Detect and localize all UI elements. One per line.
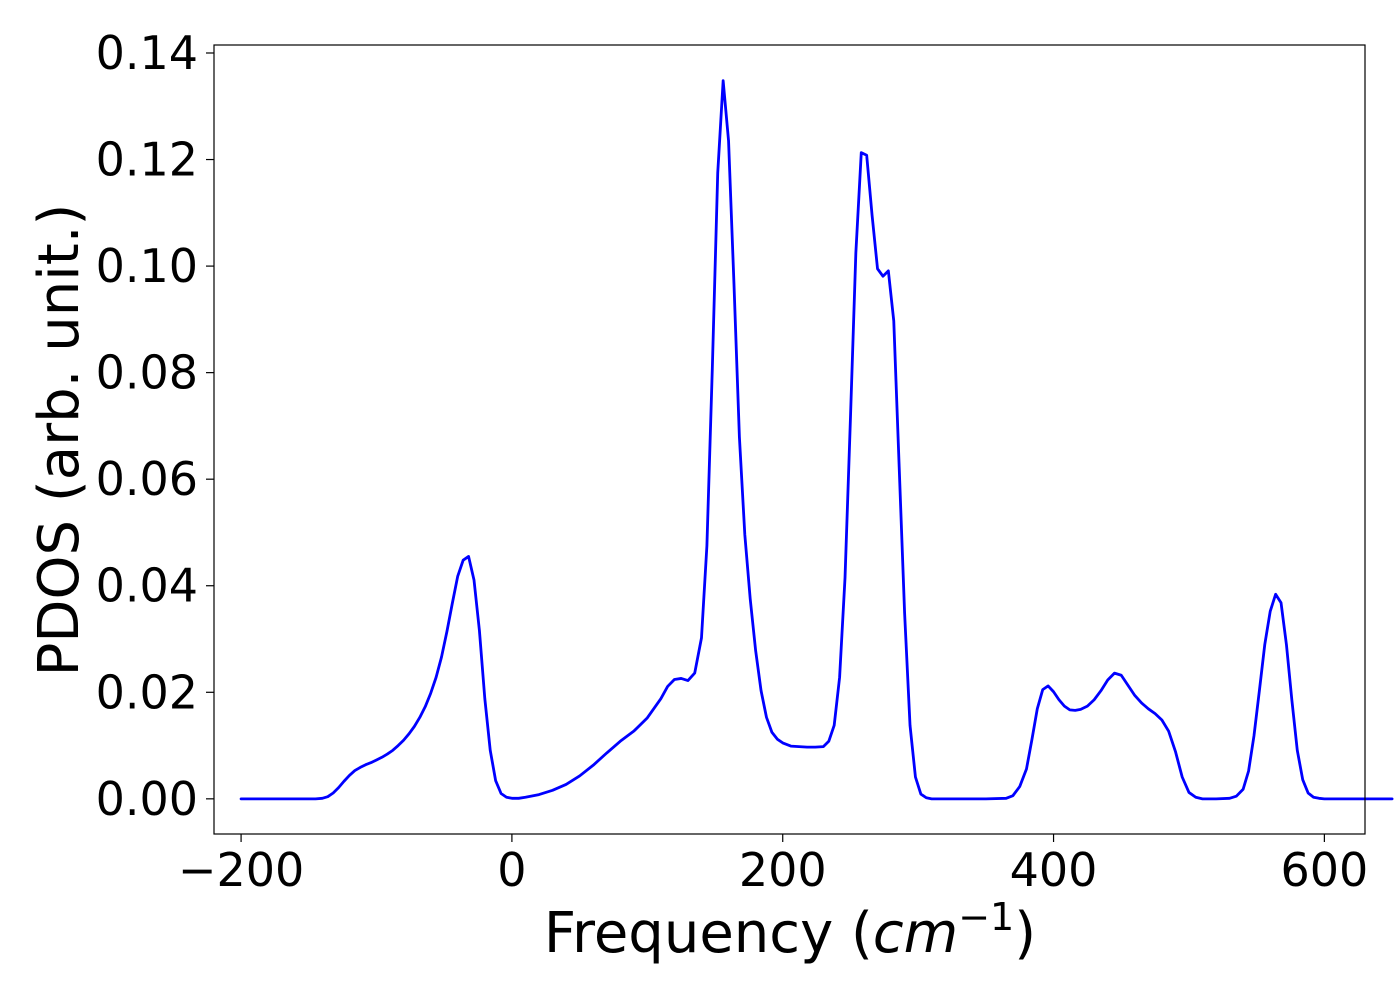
x-tick-label: 600 <box>1280 843 1368 897</box>
y-tick-label: 0.04 <box>96 559 198 613</box>
x-axis-label-suffix: ) <box>1014 901 1036 966</box>
x-tick-label: 200 <box>739 843 827 897</box>
y-axis: 0.00 0.02 0.04 0.06 0.08 0.10 0.12 0.14 <box>96 26 214 826</box>
x-axis-label-prefix: Frequency ( <box>544 901 873 966</box>
y-tick-label: 0.08 <box>96 346 198 400</box>
y-tick-label: 0.06 <box>96 452 198 506</box>
y-tick-label: 0.10 <box>96 239 198 293</box>
x-axis-label-variable: cm <box>873 901 958 966</box>
x-axis-label-exponent: −1 <box>958 895 1014 939</box>
y-tick-label: 0.14 <box>96 26 198 80</box>
y-tick-label: 0.02 <box>96 665 198 719</box>
plot-frame <box>213 44 1366 835</box>
plot-area <box>239 79 1394 801</box>
x-tick-label: 0 <box>497 843 526 897</box>
x-axis-label: Frequency (cm−1) <box>544 895 1036 966</box>
pdos-series-line <box>239 79 1394 801</box>
x-tick-label: −200 <box>178 843 304 897</box>
y-axis-label: PDOS (arb. unit.) <box>27 204 92 677</box>
y-tick-label: 0.00 <box>96 772 198 826</box>
x-tick-label: 400 <box>1010 843 1098 897</box>
x-axis: −200 0 200 400 600 <box>178 834 1368 897</box>
y-tick-label: 0.12 <box>96 133 198 187</box>
